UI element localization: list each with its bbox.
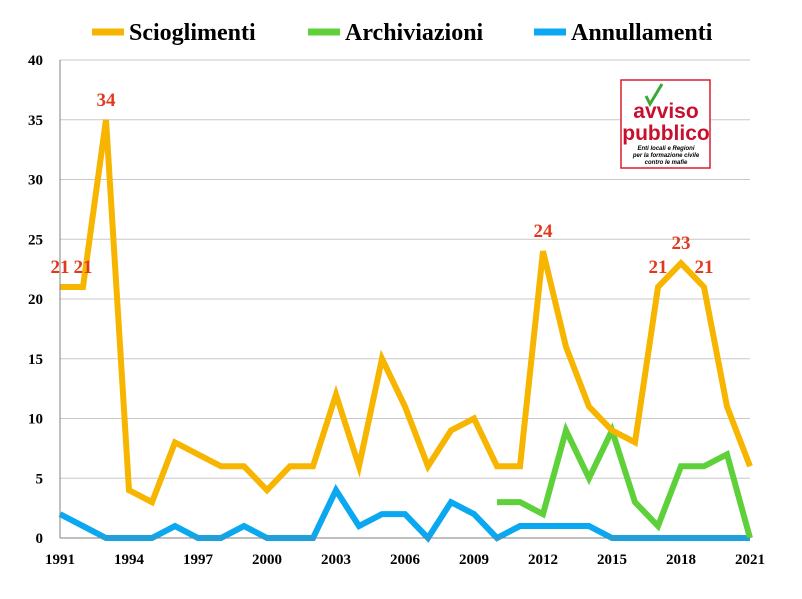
data-label: 21 bbox=[51, 257, 70, 278]
x-tick-label: 1994 bbox=[114, 552, 145, 568]
y-tick-label: 25 bbox=[28, 232, 43, 248]
data-label: 21 bbox=[649, 257, 668, 278]
y-tick-label: 40 bbox=[28, 53, 43, 69]
x-tick-label: 2003 bbox=[321, 552, 351, 568]
y-tick-label: 10 bbox=[28, 412, 43, 428]
series-line-scioglimenti bbox=[60, 119, 753, 507]
x-tick-label: 2018 bbox=[666, 552, 696, 568]
x-tick-label: 2015 bbox=[597, 552, 627, 568]
y-axis-ticks: 0 5 10 15 20 25 30 35 40 bbox=[28, 53, 43, 547]
logo-line2: pubblico bbox=[622, 122, 710, 145]
series-line-archiviazioni bbox=[497, 421, 753, 539]
data-label: 23 bbox=[672, 233, 691, 254]
x-tick-label: 2009 bbox=[459, 552, 489, 568]
series-lines bbox=[58, 119, 753, 543]
axes bbox=[59, 60, 750, 539]
legend-label-archiviazioni: Archiviazioni bbox=[345, 20, 484, 46]
data-label: 24 bbox=[534, 221, 554, 242]
y-tick-label: 0 bbox=[36, 531, 44, 547]
legend: Scioglimenti Archiviazioni Annullamenti bbox=[92, 20, 713, 46]
logo-line5: contro le mafie bbox=[645, 160, 688, 166]
logo-line1: avviso bbox=[633, 100, 698, 123]
logo: avviso pubblico Enti locali e Regioni pe… bbox=[620, 79, 711, 169]
y-tick-label: 5 bbox=[36, 471, 44, 487]
data-label: 34 bbox=[97, 90, 117, 111]
data-label: 21 bbox=[74, 257, 93, 278]
data-label: 21 bbox=[695, 257, 714, 278]
y-tick-label: 30 bbox=[28, 173, 43, 189]
x-tick-label: 2021 bbox=[735, 552, 765, 568]
y-tick-label: 15 bbox=[28, 352, 43, 368]
y-tick-label: 35 bbox=[28, 113, 43, 129]
y-tick-label: 20 bbox=[28, 292, 43, 308]
logo-line3: Enti locali e Regioni bbox=[637, 146, 694, 152]
legend-label-scioglimenti: Scioglimenti bbox=[129, 20, 256, 46]
x-tick-label: 2006 bbox=[390, 552, 421, 568]
logo-border bbox=[620, 79, 711, 169]
legend-label-annullamenti: Annullamenti bbox=[571, 20, 713, 46]
x-tick-label: 2000 bbox=[252, 552, 282, 568]
x-tick-label: 2012 bbox=[528, 552, 558, 568]
x-tick-label: 1997 bbox=[183, 552, 214, 568]
x-axis-ticks: 1991 1994 1997 2000 2003 2006 2009 2012 2015 2018… bbox=[45, 552, 765, 568]
x-tick-label: 1991 bbox=[45, 552, 75, 568]
grid bbox=[60, 59, 750, 539]
logo-line4: per la formazione civile bbox=[632, 153, 700, 159]
logo-check-icon bbox=[644, 83, 664, 108]
